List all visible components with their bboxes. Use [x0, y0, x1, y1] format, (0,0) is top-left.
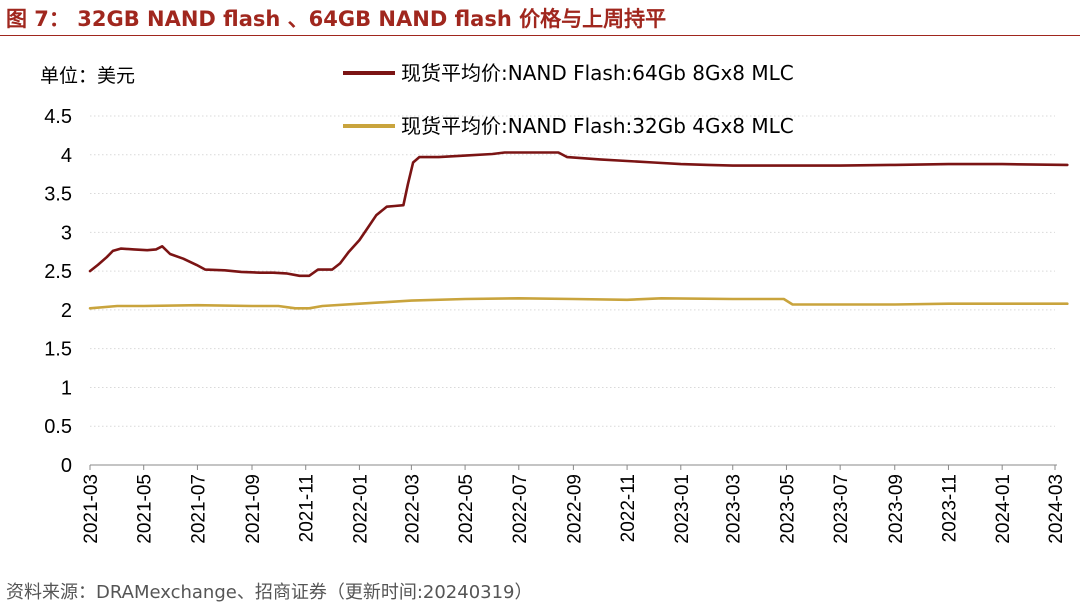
- y-tick-label-3: 1.5: [44, 339, 72, 361]
- y-tick-label-8: 4: [61, 145, 72, 167]
- y-tick-label-7: 3.5: [44, 184, 72, 206]
- legend-label-0: 现货平均价:NAND Flash:64Gb 8Gx8 MLC: [401, 61, 794, 85]
- series-lines: [88, 151, 1069, 310]
- x-tick-label-11: 2023-01: [672, 474, 693, 544]
- x-tick-label-17: 2024-01: [993, 474, 1014, 544]
- y-tick-label-5: 2.5: [44, 261, 72, 283]
- x-tick-label-10: 2022-11: [618, 474, 639, 542]
- y-tick-label-6: 3: [61, 222, 72, 244]
- x-tick-label-3: 2021-09: [243, 474, 264, 544]
- x-tick-label-14: 2023-07: [831, 474, 852, 544]
- y-unit-label: 单位：美元: [40, 65, 135, 87]
- x-tick-label-2: 2021-07: [188, 474, 209, 544]
- y-tick-label-0: 0: [61, 455, 72, 477]
- series-line-0: [88, 151, 1069, 278]
- x-tick-label-1: 2021-05: [135, 474, 156, 544]
- x-tick-label-12: 2023-03: [724, 474, 745, 544]
- y-tick-label-4: 2: [61, 300, 72, 322]
- series-line-1: [88, 297, 1069, 310]
- x-axis-ticks: 2021-03 2021-05 2021-07 2021-09 2021-11 2022-…: [81, 465, 1067, 544]
- y-tick-label-9: 4.5: [44, 106, 72, 128]
- legend: 现货平均价:NAND Flash:64Gb 8Gx8 MLC 现货平均价:NAND…: [343, 61, 794, 138]
- x-tick-label-9: 2022-09: [564, 474, 585, 544]
- x-tick-label-5: 2022-01: [350, 474, 371, 544]
- source-note: 资料来源：DRAMexchange、招商证券（更新时间:20240319）: [6, 582, 533, 603]
- x-tick-label-18: 2024-03: [1046, 474, 1067, 544]
- x-tick-label-8: 2022-07: [510, 474, 531, 544]
- figure-title: 图 7： 32GB NAND flash 、64GB NAND flash 价格…: [6, 7, 667, 31]
- x-tick-label-0: 2021-03: [81, 474, 102, 544]
- x-tick-label-13: 2023-05: [777, 474, 798, 544]
- legend-label-1: 现货平均价:NAND Flash:32Gb 4Gx8 MLC: [401, 114, 794, 138]
- y-tick-label-2: 1: [61, 377, 72, 399]
- x-tick-label-6: 2022-03: [402, 474, 423, 544]
- y-axis-ticks: 0 0.5 1 1.5 2 2.5 3 3.5 4 4.5: [44, 106, 72, 477]
- x-tick-label-4: 2021-11: [297, 474, 318, 542]
- x-tick-label-7: 2022-05: [456, 474, 477, 544]
- title-divider: [0, 35, 1080, 36]
- y-tick-label-1: 0.5: [44, 416, 72, 438]
- x-tick-label-15: 2023-09: [886, 474, 907, 544]
- x-tick-label-16: 2023-11: [939, 474, 960, 542]
